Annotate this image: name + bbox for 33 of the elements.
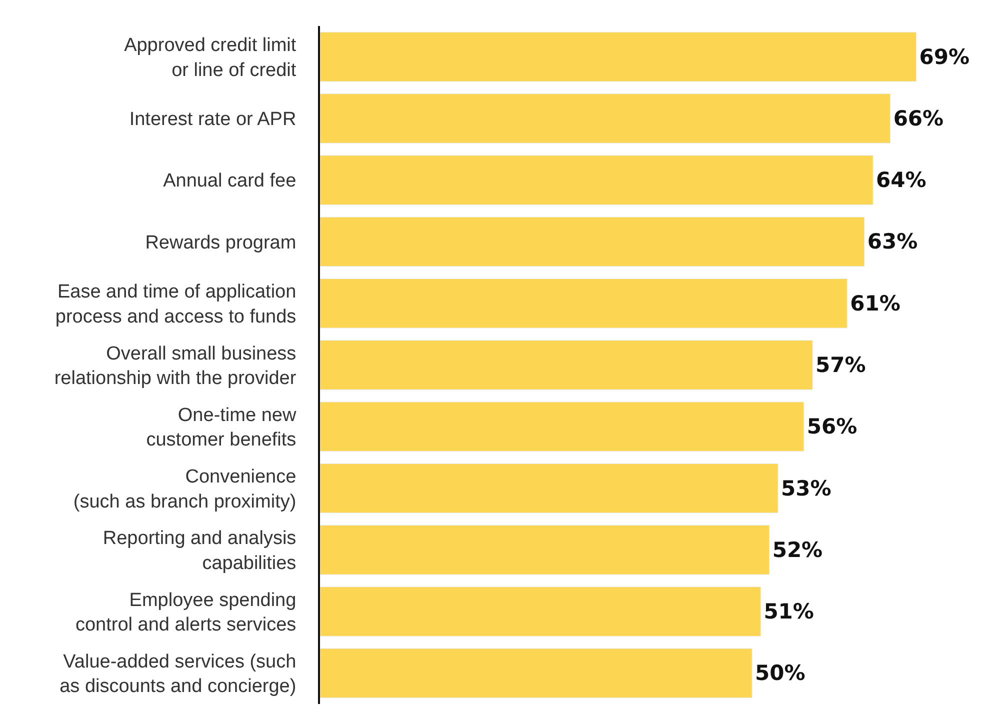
data-label: 56% — [806, 414, 858, 439]
bar — [320, 32, 916, 82]
bar — [320, 463, 778, 514]
data-label: 63% — [867, 230, 918, 254]
y-tick-label: Approved credit limit or line of credit — [124, 35, 297, 81]
bar — [320, 216, 865, 267]
bar — [320, 402, 804, 452]
data-label: 50% — [755, 661, 806, 686]
data-label: 57% — [816, 353, 866, 377]
y-tick-label: One-time new customer benefits — [146, 404, 296, 451]
y-tick-label: Employee spending control and alerts services — [75, 590, 296, 636]
bar — [320, 525, 770, 575]
y-tick-label: Ease and time of application process and access to funds — [55, 282, 296, 328]
bar — [320, 155, 874, 205]
data-label: 66% — [893, 106, 944, 130]
y-tick-label: Annual card fee — [163, 170, 296, 192]
data-label: 52% — [772, 538, 823, 562]
data-label: 53% — [780, 476, 832, 500]
y-tick-label: Convenience (such as branch proximity) — [73, 466, 296, 512]
data-label: 69% — [919, 44, 970, 69]
y-tick-label: Overall small business relationship with the provider — [54, 343, 297, 389]
bar — [320, 278, 848, 328]
y-tick-label: Interest rate or APR — [129, 109, 296, 130]
y-tick-label: Rewards program — [145, 232, 296, 254]
bar — [320, 586, 761, 636]
data-label: 61% — [850, 291, 900, 316]
y-tick-label: Value-added services (such as discounts and concierge) — [60, 651, 296, 698]
y-tick-label: Reporting and analysis capabilities — [102, 528, 296, 574]
data-label: 51% — [764, 600, 814, 624]
bar — [320, 340, 813, 390]
data-label: 64% — [876, 168, 926, 192]
bar — [320, 94, 891, 144]
bar — [320, 648, 752, 698]
